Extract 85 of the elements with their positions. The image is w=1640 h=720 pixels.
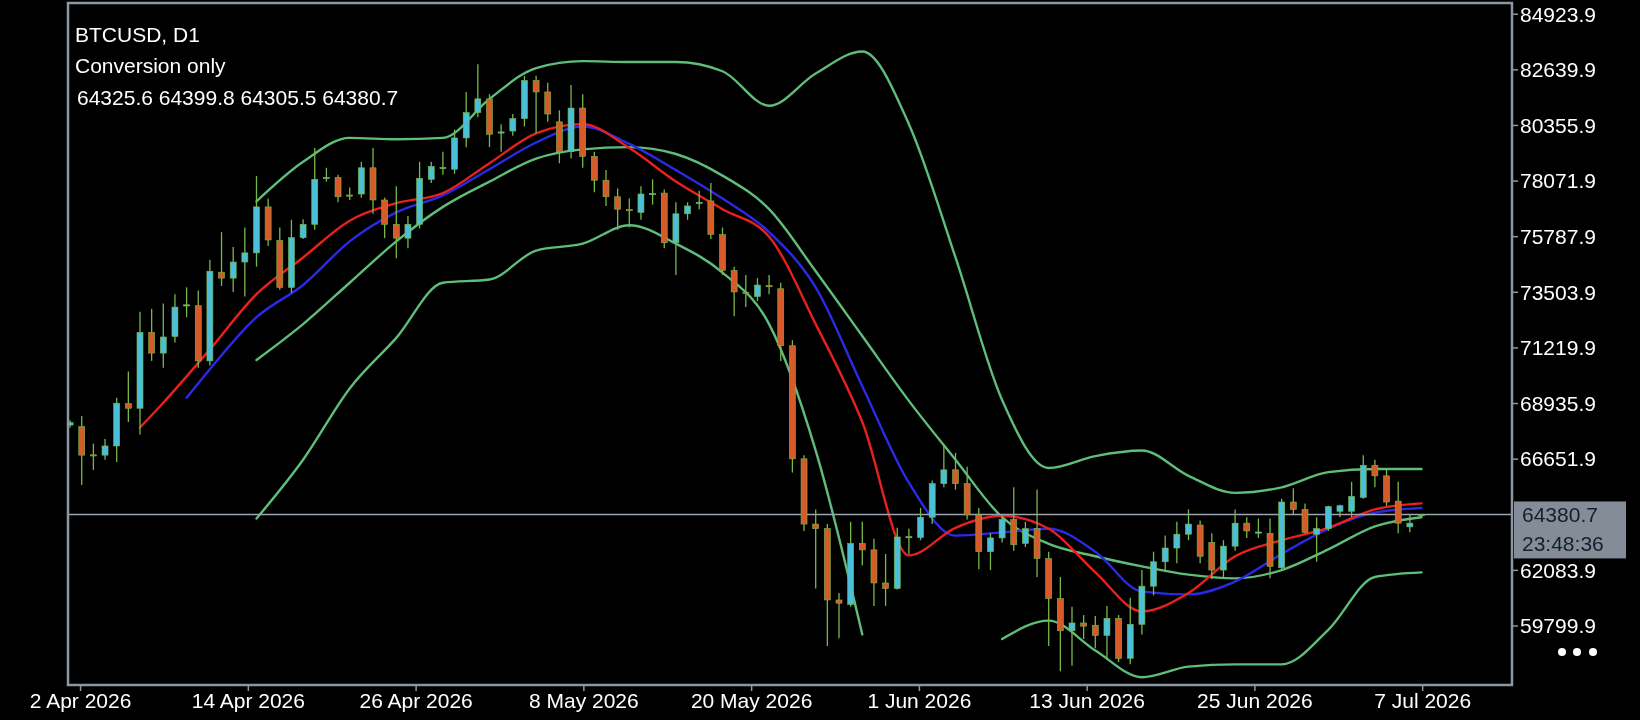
candlestick <box>1103 605 1111 661</box>
candlestick <box>183 286 190 318</box>
candlestick <box>439 151 447 176</box>
x-tick-label: 1 Jun 2026 <box>867 689 972 712</box>
x-tick-label: 2 Apr 2026 <box>29 689 132 712</box>
candlestick <box>1080 614 1087 640</box>
y-tick-label: 66651.9 <box>1520 447 1596 471</box>
candlestick <box>299 218 307 240</box>
candlestick <box>1348 481 1355 518</box>
candlestick <box>1325 505 1332 532</box>
candlestick <box>742 274 750 308</box>
candlestick <box>695 190 703 210</box>
x-tick-label: 8 May 2026 <box>528 689 639 712</box>
x-tick-label: 26 Apr 2026 <box>359 689 473 712</box>
candlestick <box>812 508 819 590</box>
candlestick <box>1231 508 1239 552</box>
candlestick <box>532 75 540 134</box>
candlestick <box>474 63 482 118</box>
y-tick-label: 59799.9 <box>1520 614 1596 638</box>
candlestick <box>218 231 225 287</box>
x-tick-label: 13 Jun 2026 <box>1029 689 1145 712</box>
candlestick <box>125 370 132 423</box>
candlestick <box>614 187 621 231</box>
candlestick <box>544 82 552 123</box>
candlestick <box>591 151 598 193</box>
candlestick <box>835 592 843 639</box>
candlestick <box>404 215 412 249</box>
candlestick <box>1371 459 1379 488</box>
candlestick <box>602 169 610 207</box>
candlestick <box>859 521 866 567</box>
y-tick-label: 82639.9 <box>1520 58 1596 82</box>
text: BTCUSD, D1 <box>75 23 200 46</box>
candlestick <box>509 113 517 137</box>
candlestick <box>160 302 167 369</box>
candlestick <box>427 161 435 184</box>
candlestick <box>1313 516 1320 563</box>
candlestick <box>1185 508 1192 541</box>
candlestick <box>393 185 400 260</box>
candlestick <box>1394 481 1402 534</box>
candlestick <box>334 174 342 203</box>
candlestick <box>1290 487 1297 515</box>
candlestick <box>998 514 1006 544</box>
x-tick-label: 14 Apr 2026 <box>191 689 305 712</box>
ref-line-label: 64380.7 <box>1522 503 1598 527</box>
y-tick-label: 84923.9 <box>1520 2 1596 26</box>
y-tick-label: 73503.9 <box>1520 280 1596 304</box>
candlestick <box>101 438 109 461</box>
x-tick-label: 7 Jul 2026 <box>1374 689 1472 712</box>
candlestick <box>1220 539 1227 578</box>
candlestick <box>1022 521 1029 548</box>
candlestick <box>905 528 913 555</box>
candlestick <box>229 246 237 293</box>
candlestick <box>1173 521 1181 564</box>
candlestick <box>940 445 948 488</box>
candlestick <box>1243 516 1251 539</box>
candlestick <box>987 532 994 571</box>
candlestick <box>497 123 505 153</box>
candlestick <box>1161 534 1169 574</box>
y-tick-label: 62083.9 <box>1520 558 1596 582</box>
candlestick <box>241 226 249 298</box>
y-tick-label: 80355.9 <box>1520 113 1596 137</box>
candlestick <box>754 277 761 302</box>
candlestick <box>1092 615 1099 649</box>
candlestick <box>649 178 656 206</box>
candlestick <box>1301 502 1309 534</box>
candlestick <box>637 185 645 221</box>
x-tick-label: 20 May 2026 <box>690 689 813 712</box>
candlestick <box>1255 517 1262 539</box>
candlestick <box>1068 606 1076 667</box>
annotation: 64325.6 64399.8 64305.5 64380.7 <box>77 86 399 109</box>
candlestick <box>626 197 633 229</box>
y-tick-label: 75787.9 <box>1520 225 1596 249</box>
candlestick <box>90 442 97 471</box>
candlestick <box>952 452 959 491</box>
y-tick-label: 78071.9 <box>1520 169 1596 193</box>
candlestick <box>730 265 738 317</box>
text: Conversion only <box>75 54 227 77</box>
x-tick-label: 25 Jun 2026 <box>1197 689 1313 712</box>
y-tick-label: 68935.9 <box>1520 391 1596 415</box>
candlestick <box>882 553 889 607</box>
y-tick-label: 71219.9 <box>1520 336 1596 360</box>
text: 23:48:36 <box>1522 532 1604 556</box>
candlestick <box>765 274 773 295</box>
candlestick <box>917 507 924 541</box>
candlestick <box>148 308 155 362</box>
